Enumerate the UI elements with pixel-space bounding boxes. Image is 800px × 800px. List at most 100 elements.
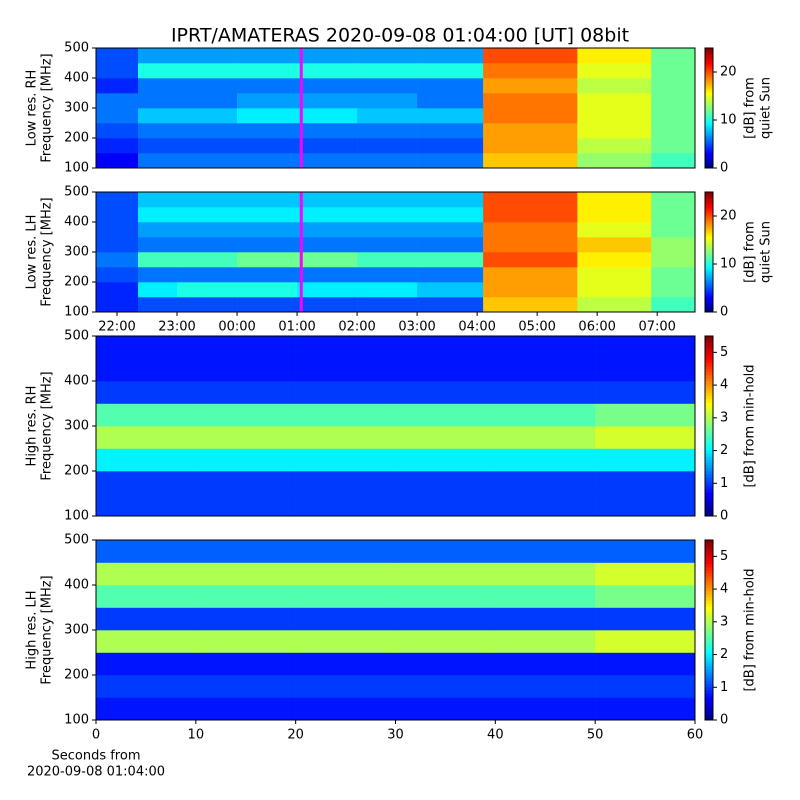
heatmap-cell — [295, 697, 396, 721]
y-tick-label: 500 — [64, 329, 89, 344]
heatmap-cell — [96, 207, 139, 223]
y-tick-label: 200 — [64, 275, 89, 290]
x-axis-label: 2020-09-08 01:04:00 — [27, 765, 165, 780]
heatmap-cell — [495, 540, 596, 563]
colorbar-segment — [705, 264, 713, 267]
colorbar-segment — [705, 256, 713, 259]
heatmap-cell — [96, 607, 197, 631]
colorbar-segment — [705, 248, 713, 251]
heatmap-cell — [417, 138, 484, 154]
colorbar-tick-label: 4 — [720, 582, 728, 597]
heatmap-cell — [577, 78, 652, 94]
colorbar-segment — [705, 156, 713, 159]
heatmap-cell — [595, 630, 696, 653]
colorbar-segment — [705, 456, 713, 460]
y-axis-label: Frequency [MHz] — [40, 575, 55, 684]
colorbar-label: [dB] from min-hold — [743, 364, 758, 487]
heatmap-cell — [495, 358, 596, 382]
heatmap-cell — [357, 282, 418, 298]
heatmap-cell — [96, 381, 197, 404]
heatmap-cell — [495, 630, 596, 653]
colorbar-segment — [705, 296, 713, 299]
colorbar-tick-label: 3 — [720, 410, 728, 425]
colorbar-segment — [705, 636, 713, 640]
heatmap-cell — [483, 192, 578, 208]
y-tick-label: 100 — [64, 509, 89, 524]
colorbar-segment — [705, 202, 713, 205]
colorbar-segment — [705, 714, 713, 718]
colorbar-segment — [705, 228, 713, 231]
x-tick-label: 60 — [687, 728, 704, 743]
colorbar-segment — [705, 242, 713, 245]
colorbar-segment — [705, 687, 713, 691]
heatmap-cell — [577, 282, 652, 298]
colorbar-segment — [705, 56, 713, 59]
colorbar-segment — [705, 244, 713, 247]
heatmap-cell — [96, 78, 139, 94]
colorbar-segment — [705, 696, 713, 700]
heatmap-cell — [483, 222, 578, 238]
heatmap-cell — [395, 562, 496, 586]
colorbar-segment — [705, 230, 713, 233]
heatmap-cell — [96, 562, 197, 586]
colorbar-segment — [705, 122, 713, 125]
heatmap-cell — [96, 652, 197, 676]
colorbar-segment — [705, 405, 713, 409]
colorbar-segment — [705, 579, 713, 583]
heatmap-cell — [595, 607, 696, 631]
colorbar-segment — [705, 492, 713, 496]
colorbar-segment — [705, 606, 713, 610]
heatmap-cell — [595, 540, 696, 563]
heatmap-cell — [357, 48, 418, 64]
heatmap-cell — [395, 471, 496, 494]
heatmap-cell — [138, 267, 178, 283]
heatmap-cell — [297, 282, 358, 298]
heatmap-cell — [395, 426, 496, 449]
heatmap-cell — [495, 607, 596, 631]
colorbar-tick-label: 20 — [720, 65, 737, 80]
y-tick-label: 100 — [64, 713, 89, 728]
heatmap-cell — [357, 222, 418, 238]
colorbar-tick-label: 20 — [720, 209, 737, 224]
colorbar-segment — [705, 140, 713, 143]
colorbar-segment — [705, 336, 713, 340]
heatmap-cell — [177, 252, 238, 268]
heatmap-cell — [395, 630, 496, 653]
heatmap-cell — [495, 562, 596, 586]
heatmap-cell — [395, 585, 496, 608]
heatmap-cell — [417, 267, 484, 283]
heatmap-cell — [651, 207, 696, 223]
colorbar-segment — [705, 78, 713, 81]
colorbar-tick-label: 0 — [720, 305, 728, 320]
colorbar-segment — [705, 270, 713, 273]
x-tick-label: 40 — [487, 728, 504, 743]
heatmap-cell — [595, 675, 696, 698]
colorbar-tick-label: 0 — [720, 713, 728, 728]
colorbar-segment — [705, 290, 713, 293]
colorbar-segment — [705, 678, 713, 682]
colorbar-segment — [705, 501, 713, 505]
heatmap-cell — [395, 336, 496, 359]
colorbar-segment — [705, 136, 713, 139]
heatmap-cell — [577, 63, 652, 79]
heatmap-cell — [417, 108, 484, 124]
colorbar-segment — [705, 453, 713, 457]
heatmap-cell — [96, 540, 197, 563]
colorbar-frame — [704, 335, 714, 517]
colorbar-segment — [705, 302, 713, 305]
colorbar-segment — [705, 150, 713, 153]
colorbar-segment — [705, 540, 713, 544]
colorbar-segment — [705, 164, 713, 167]
y-tick-label: 100 — [64, 161, 89, 176]
colorbar-segment — [705, 507, 713, 511]
heatmap-cell — [595, 426, 696, 449]
heatmap-cell — [577, 222, 652, 238]
colorbar-segment — [705, 615, 713, 619]
heatmap-cell — [138, 207, 178, 223]
colorbar-segment — [705, 711, 713, 715]
colorbar-frame — [704, 191, 714, 313]
colorbar-segment — [705, 130, 713, 133]
colorbar-tick-label: 5 — [720, 549, 728, 564]
heatmap-cell — [297, 252, 358, 268]
